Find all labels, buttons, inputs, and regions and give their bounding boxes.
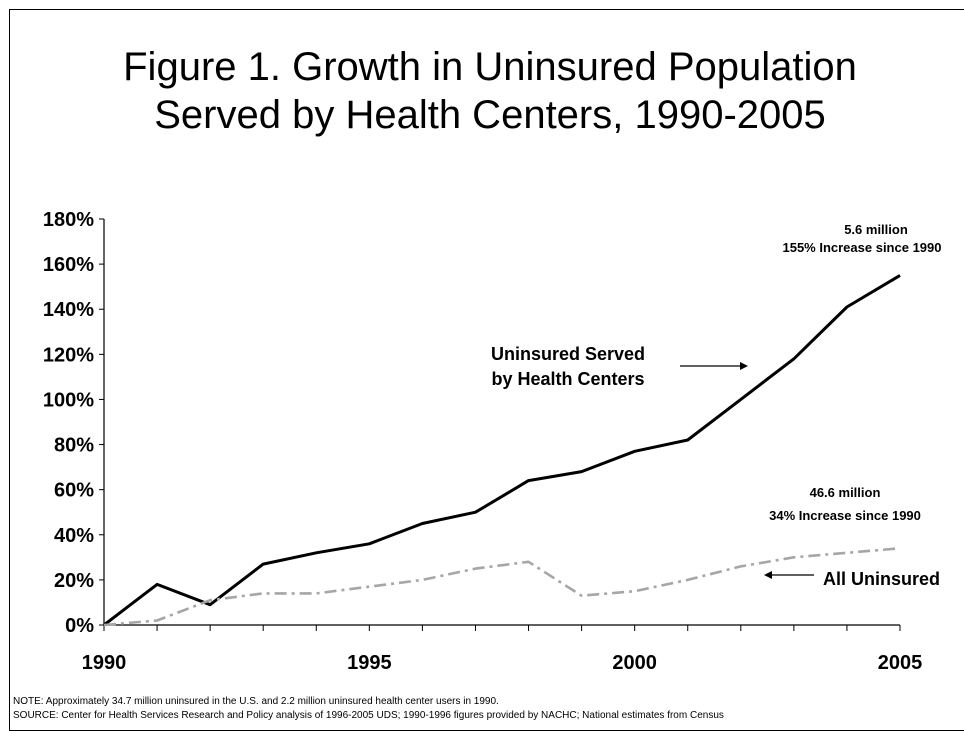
x-tick-label: 2005 [878, 652, 923, 674]
annotation-bottom-line2: 34% Increase since 1990 [769, 508, 921, 523]
arrow-served-head [740, 362, 748, 370]
chart-frame [9, 9, 964, 731]
tick-labels: 0% 20% 40% 60% 80% 100% 120% 140% 160% 180% 1990 19… [43, 209, 922, 674]
x-tick-label: 1995 [347, 652, 392, 674]
series-line-all-uninsured [103, 547, 901, 627]
note-text: NOTE: Approximately 34.7 million uninsur… [13, 696, 499, 707]
x-tick-label: 1990 [82, 652, 127, 674]
y-tick-label: 0% [65, 615, 94, 637]
series-lines [103, 274, 901, 627]
y-tick-label: 60% [54, 480, 94, 502]
y-tick-label: 40% [54, 525, 94, 547]
chart-title-line2: Served by Health Centers, 1990-2005 [154, 93, 826, 137]
y-tick-label: 140% [43, 299, 94, 321]
annotation-top-line1: 5.6 million [844, 222, 908, 237]
series-label-served-line2: by Health Centers [491, 369, 644, 389]
annotation-top-line2: 155% Increase since 1990 [782, 240, 941, 255]
footnotes: NOTE: Approximately 34.7 million uninsur… [13, 695, 724, 723]
y-tick-label: 20% [54, 570, 94, 592]
chart-title: Figure 1. Growth in Uninsured Population… [0, 43, 964, 139]
arrow-all-head [764, 571, 772, 579]
axes [99, 218, 901, 631]
y-tick-label: 80% [54, 435, 94, 457]
series-label-served-line1: Uninsured Served [491, 344, 645, 364]
y-tick-label: 180% [43, 209, 94, 231]
source-text: SOURCE: Center for Health Services Resea… [13, 710, 724, 721]
x-tick-label: 2000 [612, 652, 657, 674]
y-tick-label: 160% [43, 254, 94, 276]
chart-title-line1: Figure 1. Growth in Uninsured Population [123, 45, 857, 89]
annotation-bottom-line1: 46.6 million [810, 485, 881, 500]
series-label-all-uninsured: All Uninsured [823, 569, 940, 589]
y-tick-label: 100% [43, 389, 94, 411]
series-line-served [103, 274, 901, 627]
y-tick-label: 120% [43, 344, 94, 366]
